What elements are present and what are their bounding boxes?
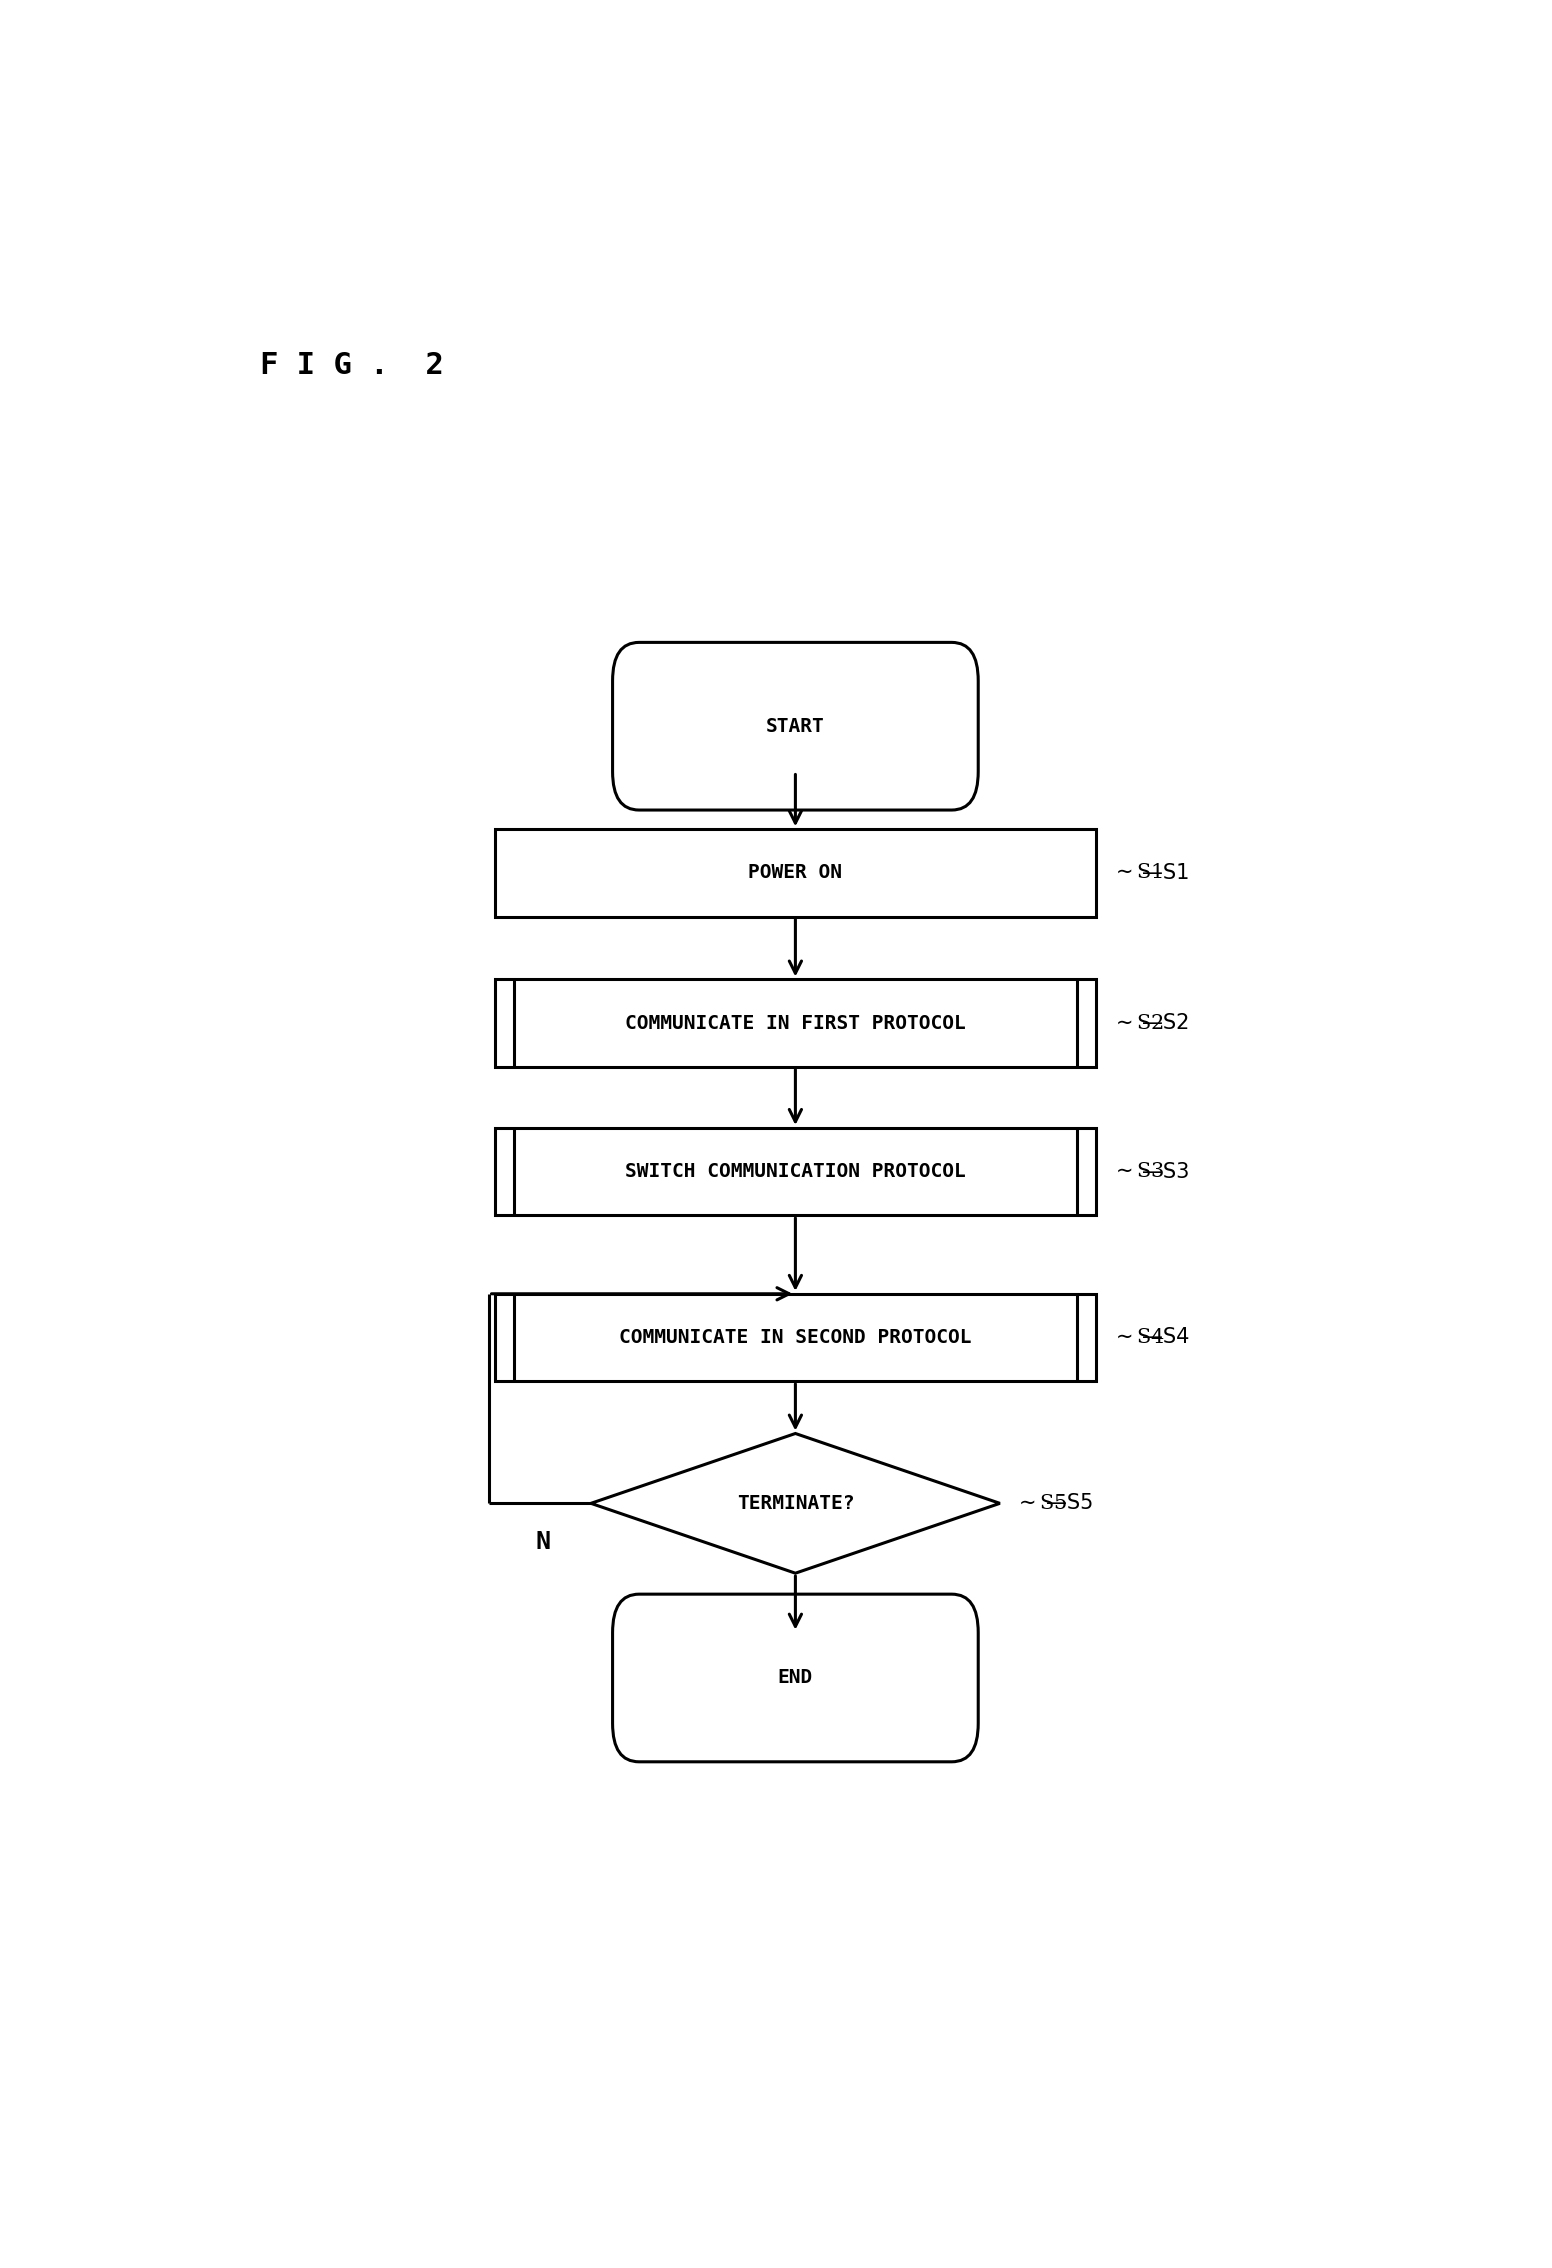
Text: $\sim$S4: $\sim$S4 xyxy=(1111,1329,1164,1347)
FancyBboxPatch shape xyxy=(613,1594,978,1762)
Text: —S3: —S3 xyxy=(1142,1161,1189,1182)
Bar xyxy=(495,1293,1096,1381)
Text: $\sim$S1: $\sim$S1 xyxy=(1111,864,1162,882)
Text: POWER ON: POWER ON xyxy=(748,864,843,882)
FancyBboxPatch shape xyxy=(613,642,978,810)
Text: —S5: —S5 xyxy=(1046,1492,1093,1513)
Text: TERMINATE?: TERMINATE? xyxy=(737,1495,854,1513)
Bar xyxy=(495,980,1096,1066)
Text: —S2: —S2 xyxy=(1142,1014,1189,1034)
Text: —S1: —S1 xyxy=(1142,862,1189,882)
Text: COMMUNICATE IN SECOND PROTOCOL: COMMUNICATE IN SECOND PROTOCOL xyxy=(619,1329,972,1347)
Bar xyxy=(495,1127,1096,1216)
Text: SWITCH COMMUNICATION PROTOCOL: SWITCH COMMUNICATION PROTOCOL xyxy=(625,1161,965,1182)
Polygon shape xyxy=(591,1433,999,1574)
Text: $\sim$S3: $\sim$S3 xyxy=(1111,1161,1164,1182)
Text: —S4: —S4 xyxy=(1142,1327,1189,1347)
Text: F I G .  2: F I G . 2 xyxy=(261,352,444,379)
Text: N: N xyxy=(535,1529,551,1554)
Text: COMMUNICATE IN FIRST PROTOCOL: COMMUNICATE IN FIRST PROTOCOL xyxy=(625,1014,965,1032)
Text: $\sim$S5: $\sim$S5 xyxy=(1015,1495,1068,1513)
Text: START: START xyxy=(767,717,824,735)
Bar xyxy=(495,830,1096,916)
Text: $\sim$S2: $\sim$S2 xyxy=(1111,1014,1164,1032)
Text: END: END xyxy=(778,1669,813,1687)
